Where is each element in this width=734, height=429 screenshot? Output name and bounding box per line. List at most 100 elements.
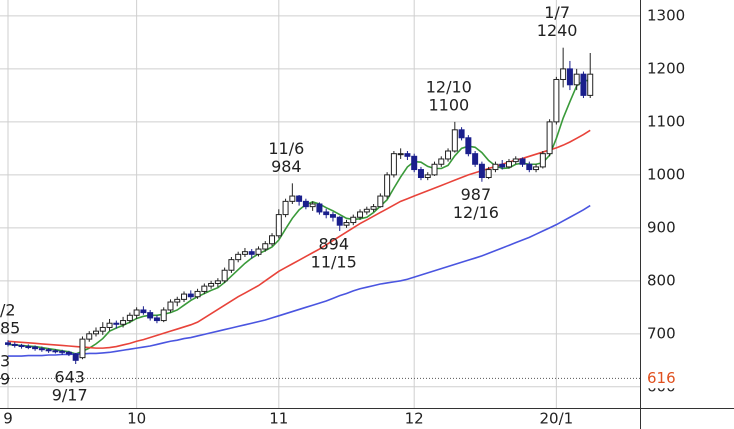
candle-body	[451, 129, 458, 152]
candle-body	[397, 153, 404, 156]
candle-body	[431, 163, 438, 176]
candle-body	[140, 309, 147, 314]
candle-body	[228, 259, 235, 271]
candle-body	[214, 280, 221, 284]
candle-body	[404, 153, 411, 157]
candle-body	[458, 129, 465, 139]
candle-body	[113, 322, 120, 325]
y-tick-label: 1300	[647, 6, 685, 24]
candle-body	[357, 211, 364, 218]
clipped-annotation: /2	[0, 301, 16, 320]
candle-body	[106, 322, 113, 328]
annotation-value: 1240	[537, 21, 578, 40]
y-tick-label: 1000	[647, 165, 685, 183]
candle-body	[99, 326, 106, 332]
candle-body	[38, 348, 45, 351]
candle-body	[187, 293, 194, 298]
annotation-value: 643	[54, 368, 85, 387]
labels: 6007008009001000110012001300910111220/16…	[0, 3, 685, 427]
candle-body	[167, 301, 174, 311]
clipped-annotation: 3	[0, 352, 10, 371]
candle-body	[194, 290, 201, 298]
annotation-date: 11/15	[311, 253, 357, 272]
candle-body	[377, 195, 384, 208]
candle-body	[72, 353, 79, 361]
candle-body	[235, 253, 242, 261]
candle-body	[25, 346, 32, 349]
clipped-annotation: 9	[0, 370, 10, 389]
annotation-date: 12/10	[426, 77, 472, 96]
candle-body	[363, 208, 370, 213]
candle-body	[323, 211, 330, 216]
candle-body	[492, 163, 499, 171]
candle-body	[59, 350, 66, 353]
candle-body	[566, 68, 573, 86]
annotation-date: 12/16	[453, 203, 499, 222]
x-tick-label: 12	[405, 410, 424, 428]
y-tick-label: 1200	[647, 59, 685, 77]
candle-body	[384, 174, 391, 197]
candle-body	[65, 351, 72, 355]
candle-body	[499, 163, 506, 168]
candle-body	[5, 342, 11, 345]
candle-body	[120, 320, 127, 325]
moving-average-line	[8, 204, 591, 357]
y-tick-label: 1100	[647, 112, 685, 130]
candle-body	[343, 222, 350, 226]
candle-body	[519, 158, 526, 165]
candle-body	[289, 195, 296, 202]
candle-body	[390, 153, 397, 176]
annotation-date: 9/17	[52, 386, 88, 405]
candle-body	[86, 333, 93, 340]
candle-body	[560, 68, 567, 80]
annotation-value: 987	[461, 185, 492, 204]
candle-body	[438, 158, 445, 165]
candle-body	[553, 78, 560, 123]
candle-body	[52, 350, 59, 353]
clipped-annotation: 85	[0, 319, 20, 338]
x-tick-label: 20/1	[540, 410, 574, 428]
candle-body	[336, 216, 343, 226]
candle-body	[18, 344, 25, 348]
candle-body	[160, 309, 167, 322]
candle-body	[472, 153, 479, 165]
candle-body	[417, 169, 424, 179]
candle-body	[153, 317, 160, 322]
x-tick-label: 9	[3, 410, 13, 428]
annotation-date: 11/6	[268, 139, 304, 158]
annotation-value: 894	[318, 235, 349, 254]
candle-body	[316, 203, 323, 213]
candle-body	[539, 153, 546, 168]
grid	[0, 0, 640, 408]
candle-body	[269, 235, 276, 245]
plot-area	[5, 47, 594, 365]
candle-body	[45, 349, 52, 352]
y-tick-label: 700	[647, 324, 676, 342]
candle-body	[512, 158, 519, 163]
annotation-date: 1/7	[544, 3, 570, 22]
candle-body	[573, 73, 580, 86]
candle-body	[424, 174, 431, 179]
candle-body	[370, 206, 377, 210]
candle-body	[309, 203, 316, 208]
y-tick-label: 900	[647, 218, 676, 236]
candle-body	[465, 137, 472, 155]
candle-body	[79, 338, 86, 359]
candle-body	[505, 161, 512, 168]
candle-body	[350, 216, 357, 224]
candle-body	[133, 309, 140, 316]
annotation-value: 1100	[428, 95, 469, 114]
candle-body	[282, 200, 289, 216]
annotation-value: 984	[271, 157, 302, 176]
candle-body	[181, 293, 188, 300]
candle-body	[262, 243, 269, 250]
candle-body	[93, 330, 100, 335]
candle-body	[329, 214, 336, 218]
candle-body	[147, 312, 154, 319]
y-tick-label: 800	[647, 271, 676, 289]
candle-body	[248, 251, 255, 255]
reference-label: 616	[647, 369, 676, 387]
candle-body	[580, 73, 587, 96]
candle-body	[201, 285, 208, 292]
